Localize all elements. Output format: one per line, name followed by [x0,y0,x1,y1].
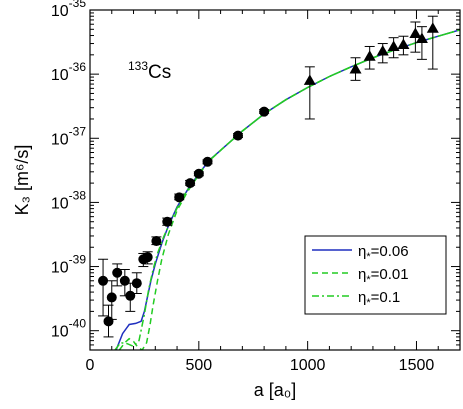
y-tick-exponent: -40 [69,317,87,331]
axis-tick-labels: 0 500 1000 150010-4010-3910-3810-3710-3610-… [51,0,435,374]
marker-circle-6 [131,278,142,289]
marker-circle-10 [162,216,173,227]
legend-label-0: η*=0.06 [358,243,409,263]
y-tick-exponent: -39 [69,253,87,267]
legend-subscript: * [366,297,371,309]
marker-triangle-2 [363,50,376,61]
y-tick-exponent: -35 [69,0,87,10]
y-tick-label-2: 10-38 [51,188,86,212]
isotope-element: Cs [148,62,171,83]
y-tick-exponent: -38 [69,188,87,202]
y-tick-mantissa: 10 [51,3,69,20]
marker-triangle-5 [397,38,410,49]
legend-value: =0.06 [371,243,409,260]
marker-circle-8 [142,252,153,263]
y-tick-label-5: 10-35 [51,0,86,20]
legend: η*=0.06η*=0.01η*=0.1 [304,235,447,315]
y-tick-label-1: 10-39 [51,253,86,277]
marker-circle-13 [193,168,204,179]
marker-triangle-6 [409,27,422,39]
marker-circle-14 [202,156,213,167]
y-tick-mantissa: 10 [51,324,69,341]
marker-circle-9 [151,236,162,247]
y-tick-label-4: 10-36 [51,60,86,84]
legend-label-2: η*=0.1 [358,289,400,309]
legend-label-1: η*=0.01 [358,266,409,286]
marker-triangle-1 [349,63,362,74]
legend-value: =0.1 [371,289,401,306]
y-tick-mantissa: 10 [51,67,69,84]
marker-circle-2 [106,292,117,303]
marker-circle-3 [112,267,123,278]
x-tick-label-1: 500 [185,357,212,374]
data-points [98,15,439,338]
marker-circle-12 [185,178,196,189]
y-tick-label-0: 10-40 [51,317,86,341]
x-axis-title: a [a₀] [254,380,297,400]
marker-circle-0 [98,275,109,286]
marker-triangle-8 [426,22,439,33]
y-tick-mantissa: 10 [51,260,69,277]
x-tick-label-3: 1500 [399,357,435,374]
isotope-annotation: 133Cs [128,59,171,83]
legend-box [304,235,447,315]
legend-subscript: * [366,251,371,263]
legend-symbol: η [358,266,366,283]
y-axis-title: K₃ [m⁶/s] [12,145,32,216]
legend-symbol: η [358,289,366,306]
legend-value: =0.01 [371,266,409,283]
y-tick-exponent: -37 [69,124,87,138]
isotope-mass: 133 [128,59,148,73]
plot-frame [89,9,461,351]
y-tick-exponent: -36 [69,60,87,74]
marker-triangle-3 [376,44,389,56]
x-tick-label-0: 0 [86,357,95,374]
marker-circle-4 [119,275,130,286]
y-tick-label-3: 10-37 [51,124,86,148]
y-tick-mantissa: 10 [51,195,69,212]
legend-symbol: η [358,243,366,260]
marker-circle-16 [259,106,270,117]
marker-triangle-7 [415,32,428,43]
y-tick-mantissa: 10 [51,131,69,148]
marker-circle-11 [174,192,185,203]
marker-circle-15 [233,130,243,141]
marker-triangle-0 [303,74,316,85]
curve-1 [118,29,460,350]
axis-ticks [89,9,460,351]
marker-circle-1 [103,316,114,327]
marker-triangle-4 [387,40,400,51]
marker-circle-5 [125,290,136,301]
x-tick-label-2: 1000 [290,357,326,374]
legend-subscript: * [366,274,371,286]
